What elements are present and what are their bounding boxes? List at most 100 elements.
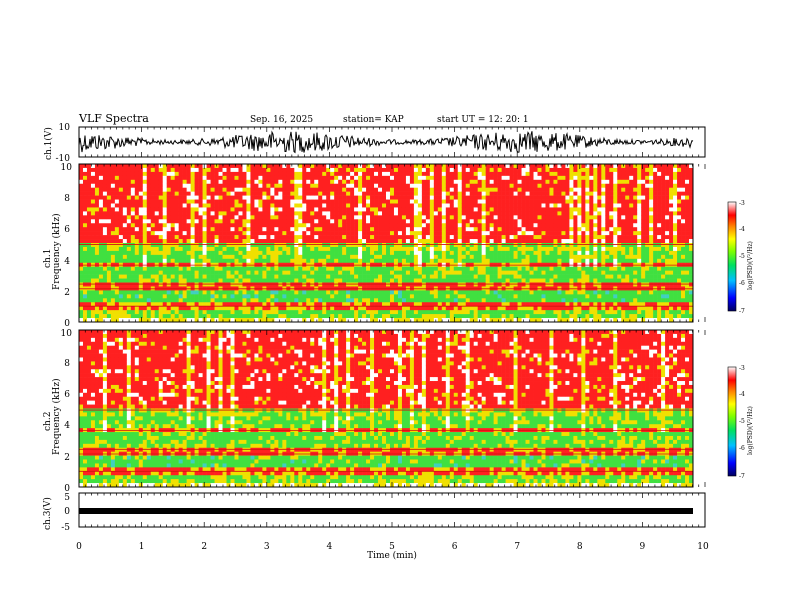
spectrogram-cell [210,215,215,220]
spectrogram-cell [238,235,243,240]
spectrogram-cell [541,290,546,295]
spectrogram-cell [437,167,443,173]
spectrogram-cell [378,246,383,252]
spectrogram-cell [110,187,116,192]
spectrogram-cell [122,294,128,299]
spectrogram-cell [198,223,203,228]
spectrogram-cell [150,266,156,271]
spectrogram-cell [138,254,144,260]
spectrogram-cell [130,290,136,295]
spectrogram-cell [206,246,211,252]
spectrogram-cell [537,282,542,287]
spectrogram-cell [417,302,423,307]
spectrogram-cell [94,179,100,185]
spectrogram-cell [274,191,279,196]
spectrogram-cell [122,318,128,323]
spectrogram-cell [561,167,566,173]
spectrogram-cell [162,274,168,279]
spectrogram-cell [178,235,183,240]
spectrogram-cell [298,239,303,244]
spectrogram-cell [102,215,108,220]
spectrogram-cell [437,203,443,208]
spectrogram-cell [198,203,203,208]
spectrogram-cell [342,175,347,181]
spectrogram-cell [254,219,259,224]
spectrogram-cell [561,294,566,299]
spectrogram-cell [342,191,347,196]
spectrogram-cell [278,199,283,204]
spectrogram-cell [178,195,183,200]
spectrogram-cell [166,314,171,319]
spectrogram-cell [206,195,211,200]
spectrogram-cell [158,211,164,216]
spectrogram-cell [134,282,140,287]
spectrogram-cell [393,270,399,275]
spectrogram-cell [190,207,195,212]
spectrogram-cell [86,266,92,271]
spectrogram-cell [322,203,327,208]
spectrogram-cell [258,167,263,173]
spectrogram-cell [505,187,510,192]
spectrogram-cell [378,215,383,220]
spectrogram-cell [154,266,160,271]
spectrogram-cell [266,223,271,228]
spectrogram-cell [238,175,243,181]
spectrogram-cell [322,167,327,173]
spectrogram-cell [130,195,136,200]
spectrogram-cell [262,270,267,275]
spectrogram-cell [318,243,323,248]
spectrogram-cell [433,246,439,252]
spectrogram-cell [314,318,319,323]
spectrogram-cell [310,195,315,200]
spectrogram-cell [429,274,435,279]
spectrogram-cell [501,215,506,220]
spectrogram-cell [382,270,387,275]
spectrogram-cell [90,223,96,228]
spectrogram-cell [358,199,363,204]
spectrogram-cell [130,187,136,192]
spectrogram-cell [509,294,514,299]
spectrogram-cell [473,258,478,264]
spectrogram-cell [158,250,164,256]
spectrogram-cell [170,195,175,200]
spectrogram-cell [262,239,267,244]
spectrogram-cell [513,274,518,279]
spectrogram-cell [258,274,263,279]
spectrogram-cell [202,246,207,252]
spectrogram-cell [210,231,215,236]
spectrogram-cell [218,191,223,196]
spectrogram-cell [138,171,144,177]
spectrogram-cell [282,187,287,192]
spectrogram-cell [250,274,255,279]
spectrogram-cell [389,314,395,319]
spectrogram-cell [449,310,455,315]
spectrogram-cell [146,250,152,256]
spectrogram-cell [469,171,475,177]
spectrogram-cell [138,231,144,236]
spectrogram-cell [517,175,522,181]
spectrogram-cell [122,239,128,244]
spectrogram-cell [342,167,347,173]
spectrogram-cell [290,195,295,200]
spectrogram-cell [370,187,375,192]
spectrogram-cell [122,306,128,311]
spectrogram-cell [274,183,279,188]
spectrogram-cell [429,195,435,200]
spectrogram-cell [493,243,498,248]
spectrogram-cell [485,223,490,228]
spectrogram-cell [274,227,279,232]
spectrogram-cell [354,302,359,307]
spectrogram-cell [350,183,355,188]
spectrogram-cell [362,211,367,216]
spectrogram-cell [294,167,299,173]
spectrogram-cell [354,246,359,252]
spectrogram-cell [294,183,299,188]
spectrogram-cell [505,227,510,232]
spectrogram-cell [230,231,235,236]
spectrogram-cell [114,203,120,208]
spectrogram-cell [286,250,291,256]
spectrogram-cell [190,179,195,185]
spectrogram-cell [421,298,427,303]
spectrogram-cell [202,266,207,271]
spectrogram-cell [306,167,311,173]
